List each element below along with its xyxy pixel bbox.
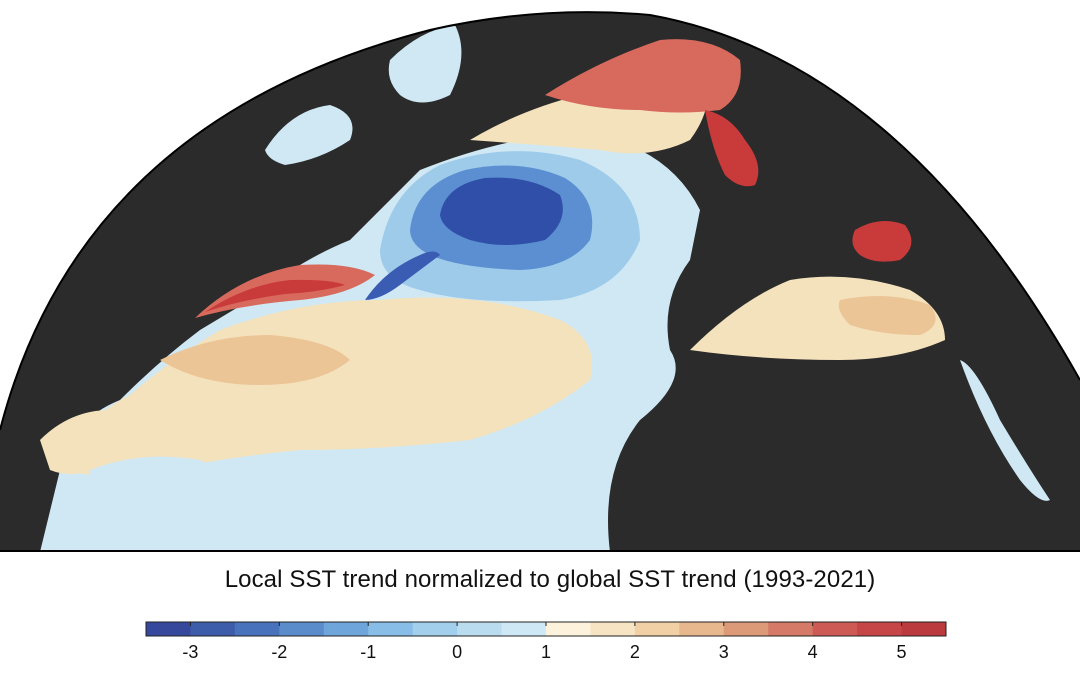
baffin-bay: [388, 25, 462, 103]
colorbar-segment: [368, 622, 414, 636]
mediterranean-warm-east: [838, 296, 936, 335]
subtropical-warmer-patch: [160, 335, 350, 385]
colorbar: -3 -2 -1 0 1 2 3 4 5: [0, 612, 1080, 675]
baltic-sea-hot: [705, 110, 759, 187]
colorbar-tick-label: 3: [719, 642, 729, 662]
subtropical-warm-band: [60, 297, 592, 480]
caribbean-sea: [89, 456, 232, 529]
black-sea-hot: [852, 221, 912, 262]
colorbar-tick-label: -3: [182, 642, 198, 662]
colorbar-tick-label: 0: [452, 642, 462, 662]
colorbar-segment: [634, 622, 680, 636]
colorbar-segment: [812, 622, 858, 636]
hudson-bay: [265, 105, 353, 165]
colorbar-segment: [546, 622, 591, 636]
labrador-cold-tongue: [365, 251, 440, 300]
colorbar-tick-label: 4: [808, 642, 818, 662]
colorbar-segment: [768, 622, 814, 636]
gulf-of-mexico: [40, 410, 117, 474]
colorbar-segment: [723, 622, 769, 636]
colorbar-segment: [234, 622, 280, 636]
colorbar-segment: [679, 622, 725, 636]
colorbar-segment: [323, 622, 369, 636]
colorbar-tick-label: 1: [541, 642, 551, 662]
colorbar-segment: [412, 622, 458, 636]
colorbar-segment: [146, 622, 191, 636]
colorbar-tick-label: -1: [360, 642, 376, 662]
subpolar-cold-core: [440, 177, 563, 245]
globe-outline: [0, 11, 1080, 431]
colorbar-tick-label: -2: [271, 642, 287, 662]
colorbar-segment: [190, 622, 236, 636]
red-sea: [960, 360, 1050, 501]
colorbar-segment: [901, 622, 947, 636]
colorbar-segment: [457, 622, 503, 636]
colorbar-tick-label: 2: [630, 642, 640, 662]
colorbar-segment: [590, 622, 636, 636]
gulf-stream-very-hot: [205, 279, 345, 312]
colorbar-segment: [279, 622, 325, 636]
colorbar-tick-label: 5: [897, 642, 907, 662]
legend-title: Local SST trend normalized to global SST…: [224, 566, 876, 593]
colorbar-segment: [857, 622, 903, 636]
sst-trend-map: [0, 11, 1080, 552]
colorbar-segment: [501, 622, 547, 636]
barents-sea-hot: [545, 39, 741, 113]
